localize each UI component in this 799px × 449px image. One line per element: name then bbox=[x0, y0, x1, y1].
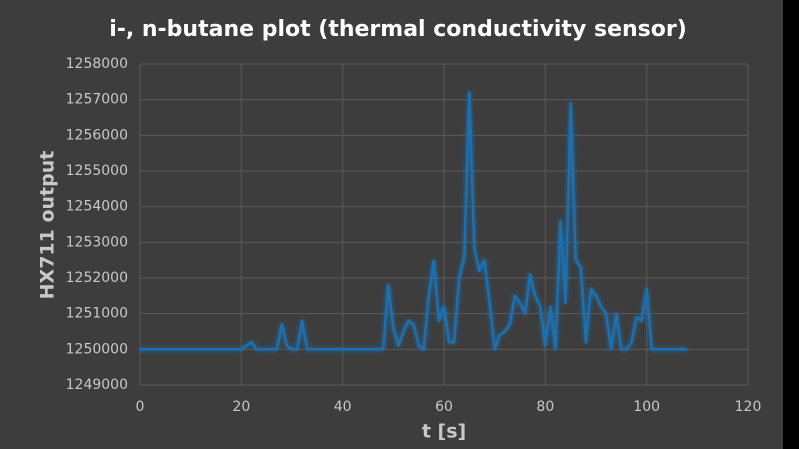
chart-title: i-, n-butane plot (thermal conductivity … bbox=[109, 17, 687, 42]
x-tick-label: 20 bbox=[232, 399, 250, 415]
y-tick-label: 1253000 bbox=[66, 234, 128, 250]
x-tick-label: 60 bbox=[435, 399, 453, 415]
x-tick-label: 120 bbox=[735, 399, 762, 415]
x-tick-label: 80 bbox=[536, 399, 554, 415]
x-tick-label: 100 bbox=[633, 399, 660, 415]
y-tick-label: 1250000 bbox=[66, 341, 128, 357]
background bbox=[0, 0, 783, 449]
y-tick-label: 1251000 bbox=[66, 306, 128, 322]
y-tick-label: 1258000 bbox=[66, 56, 128, 72]
x-tick-label: 40 bbox=[334, 399, 352, 415]
y-tick-label: 1255000 bbox=[66, 163, 128, 179]
data-line bbox=[140, 91, 688, 351]
y-tick-label: 1249000 bbox=[66, 377, 128, 393]
y-tick-label: 1252000 bbox=[66, 270, 128, 286]
x-tick-label: 0 bbox=[136, 399, 145, 415]
y-tick-label: 1256000 bbox=[66, 127, 128, 143]
y-axis-label: HX711 output bbox=[37, 151, 59, 300]
x-axis-label: t [s] bbox=[422, 421, 466, 443]
y-tick-label: 1254000 bbox=[66, 199, 128, 215]
y-tick-label: 1257000 bbox=[66, 92, 128, 108]
